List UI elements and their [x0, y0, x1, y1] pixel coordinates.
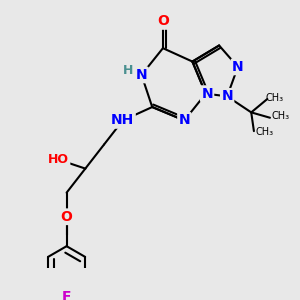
Text: HO: HO	[48, 153, 69, 166]
Text: NH: NH	[111, 113, 134, 128]
Text: N: N	[221, 89, 233, 103]
Text: H: H	[123, 64, 133, 77]
Text: N: N	[232, 60, 244, 74]
Text: CH₃: CH₃	[271, 111, 290, 122]
Text: CH₃: CH₃	[266, 93, 284, 103]
Text: N: N	[201, 87, 213, 101]
Text: O: O	[157, 14, 169, 28]
Text: F: F	[62, 290, 71, 300]
Text: CH₃: CH₃	[255, 128, 273, 137]
Text: N: N	[136, 68, 147, 82]
Text: N: N	[178, 113, 190, 128]
Text: O: O	[61, 210, 73, 224]
Text: H: H	[110, 111, 120, 124]
